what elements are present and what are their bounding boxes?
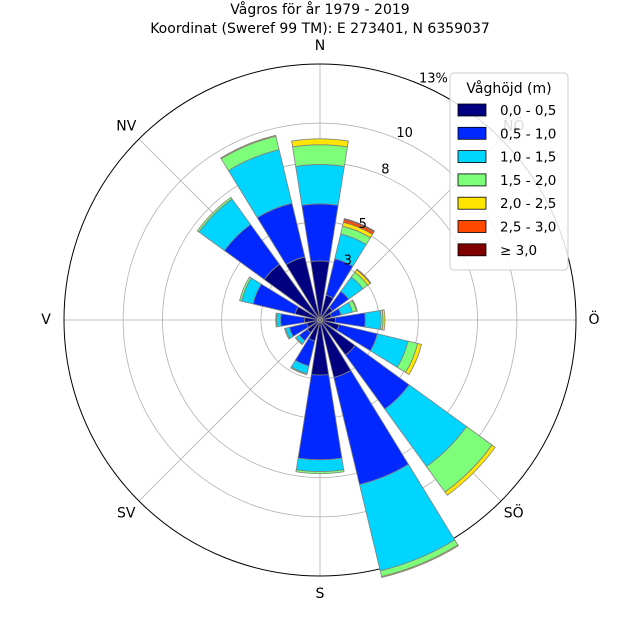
bar-n-1-0-1-5	[295, 164, 345, 206]
radial-tick-label: 10	[396, 126, 413, 141]
legend-swatch	[457, 126, 487, 140]
radial-tick-label: 13%	[419, 71, 448, 86]
legend-swatch	[457, 220, 487, 233]
legend-label: 2,5 - 3,0	[500, 220, 556, 236]
direction-label-nv: NV	[116, 118, 136, 134]
bar--2-0-2-5	[381, 309, 386, 331]
legend-swatch	[457, 243, 487, 257]
bar-n-2-5-3-0	[355, 268, 372, 285]
chart-title: Vågros för år 1979 - 2019	[230, 1, 409, 18]
radial-tick-label: 5	[359, 217, 367, 232]
direction-label-v: V	[41, 312, 51, 328]
legend-label: 1,0 - 1,5	[500, 150, 556, 166]
direction-label-s: S	[316, 586, 325, 602]
bar-v-1-0-1-5	[276, 312, 282, 328]
legend-swatch	[457, 196, 487, 210]
legend-label: 0,5 - 1,0	[500, 126, 556, 142]
direction-label-s: SÖ	[504, 504, 524, 522]
legend-swatch	[457, 173, 487, 187]
bar-n-2-0-2-5	[291, 138, 349, 148]
bar-sv-1-5-2-0	[294, 336, 304, 346]
legend-label: ≥ 3,0	[500, 243, 537, 259]
chart-subtitle: Koordinat (Sweref 99 TM): E 273401, N 63…	[150, 21, 490, 37]
bar-n-1-5-2-0	[292, 144, 348, 167]
radial-tick-label: 3	[344, 253, 352, 268]
radial-tick-label: 8	[381, 162, 389, 177]
direction-label-: Ö	[588, 310, 599, 328]
radial-tick-labels: 3 5 8 10 13%	[344, 71, 448, 268]
legend: Våghöjd (m) 0,0 - 0,5 0,5 - 1,0 1,0 - 1,5 1…	[449, 72, 569, 271]
legend-label: 0,0 - 0,5	[500, 103, 556, 119]
legend-label: 2,0 - 2,5	[500, 196, 556, 212]
bar-vsv-1-5-2-0	[284, 327, 291, 340]
bar-s-1-0-1-5	[295, 457, 345, 472]
rose-bars	[196, 134, 496, 579]
bar-nn-3-0	[343, 218, 376, 233]
grid-spoke	[138, 319, 321, 502]
bar-vnv-1-5-2-0	[239, 276, 252, 302]
bar-s-2-0-2-5	[405, 342, 422, 376]
bar-nnv-2-0-2-5	[220, 134, 277, 160]
bar-ss-2-0-2-5	[381, 544, 459, 579]
legend-swatch	[457, 103, 487, 117]
bar-s-1-5-2-0	[295, 469, 345, 474]
direction-label-sv: SV	[117, 506, 136, 522]
direction-labels: NNÖÖSÖSSVVNV	[41, 38, 599, 602]
legend-label: 1,5 - 2,0	[500, 173, 556, 189]
polar-outline	[63, 63, 577, 577]
legend-title: Våghöjd (m)	[466, 80, 551, 97]
legend-swatch	[457, 150, 487, 164]
bar-v-1-5-2-0	[275, 312, 278, 328]
direction-label-n: N	[315, 38, 325, 54]
bar-ssv-1-5-2-0	[290, 366, 308, 376]
bar-nv-1-5-2-0	[196, 196, 233, 233]
bar-n-2-0-2-5	[351, 299, 358, 312]
bar-s-2-0-2-5	[444, 444, 496, 496]
bar--1-0-1-5	[364, 309, 382, 331]
